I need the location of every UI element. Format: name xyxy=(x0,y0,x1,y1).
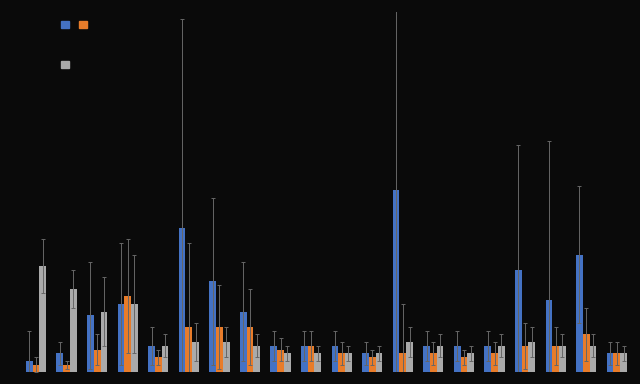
Bar xyxy=(491,354,498,372)
Bar xyxy=(131,304,138,372)
Bar xyxy=(301,346,308,372)
Bar xyxy=(559,346,566,372)
Bar xyxy=(454,346,461,372)
Bar xyxy=(484,346,491,372)
Legend:  xyxy=(61,60,72,70)
Bar xyxy=(155,357,162,372)
Bar xyxy=(192,342,199,372)
Bar xyxy=(545,300,552,372)
Bar xyxy=(148,346,155,372)
Bar xyxy=(362,354,369,372)
Bar xyxy=(393,190,399,372)
Bar xyxy=(620,354,627,372)
Bar xyxy=(63,365,70,372)
Bar xyxy=(332,346,339,372)
Bar xyxy=(162,346,168,372)
Bar xyxy=(461,357,467,372)
Bar xyxy=(284,354,291,372)
Bar xyxy=(308,346,314,372)
Bar xyxy=(436,346,444,372)
Bar xyxy=(26,361,33,372)
Bar xyxy=(87,316,94,372)
Bar xyxy=(33,365,40,372)
Bar xyxy=(423,346,430,372)
Bar xyxy=(607,354,613,372)
Bar xyxy=(552,346,559,372)
Bar xyxy=(223,342,230,372)
Bar xyxy=(209,281,216,372)
Bar xyxy=(522,346,529,372)
Bar xyxy=(613,354,620,372)
Bar xyxy=(70,289,77,372)
Bar xyxy=(100,312,108,372)
Bar xyxy=(253,346,260,372)
Bar xyxy=(339,354,345,372)
Bar xyxy=(498,346,504,372)
Bar xyxy=(515,270,522,372)
Bar xyxy=(589,346,596,372)
Bar xyxy=(406,342,413,372)
Bar xyxy=(583,334,589,372)
Bar xyxy=(179,228,186,372)
Bar xyxy=(40,266,46,372)
Bar xyxy=(118,304,124,372)
Bar xyxy=(576,255,583,372)
Bar xyxy=(430,354,436,372)
Bar xyxy=(56,354,63,372)
Bar xyxy=(94,350,100,372)
Bar xyxy=(186,327,192,372)
Bar xyxy=(345,354,352,372)
Bar xyxy=(314,354,321,372)
Bar xyxy=(467,354,474,372)
Bar xyxy=(240,312,246,372)
Bar xyxy=(369,357,376,372)
Bar xyxy=(399,354,406,372)
Bar xyxy=(376,354,382,372)
Bar xyxy=(124,296,131,372)
Bar xyxy=(216,327,223,372)
Bar xyxy=(271,346,277,372)
Bar xyxy=(277,350,284,372)
Bar xyxy=(246,327,253,372)
Bar xyxy=(529,342,535,372)
